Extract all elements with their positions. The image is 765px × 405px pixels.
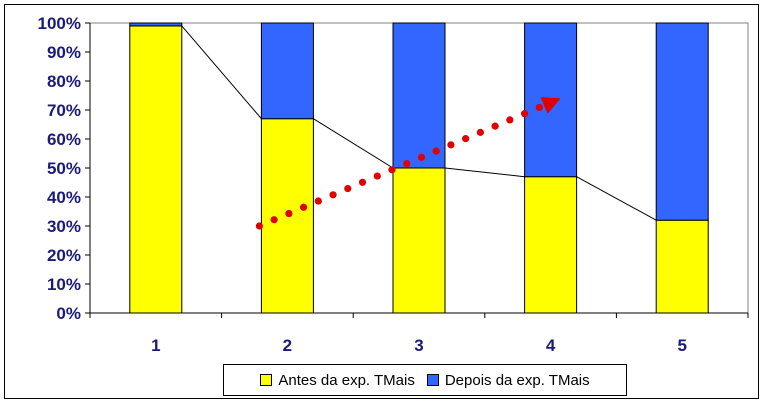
arrow-dot: [358, 178, 367, 186]
bar-depois-2: [260, 22, 314, 120]
arrow-dot: [403, 159, 411, 168]
arrow-dot: [388, 166, 396, 174]
arrow-dot: [462, 135, 470, 143]
trend-segment-1: [181, 25, 262, 120]
y-tick-label: 100%: [38, 14, 81, 33]
arrow-dot: [506, 116, 514, 124]
x-tick-label: 5: [677, 336, 686, 355]
y-tick-label: 30%: [47, 217, 81, 236]
arrow-dot: [432, 147, 440, 155]
arrow-dot: [520, 110, 529, 118]
legend-item-depois: Depois da exp. TMais: [426, 371, 590, 389]
arrow-dot: [535, 103, 543, 112]
legend-swatch-antes: [260, 374, 273, 386]
annotation-arrow-group: [255, 97, 561, 230]
y-tick-label: 90%: [47, 43, 81, 62]
trend-segment-2: [313, 118, 394, 169]
arrow-dot: [476, 128, 484, 136]
legend: Antes da exp. TMais Depois da exp. TMais: [223, 364, 627, 396]
arrow-dot: [314, 197, 322, 205]
bar-depois-1: [129, 22, 183, 27]
x-tick-label: 2: [283, 336, 292, 355]
legend-swatch-depois: [426, 374, 439, 386]
bar-antes-5: [655, 219, 709, 314]
y-tick-label: 40%: [47, 188, 81, 207]
arrow-dot: [285, 209, 293, 218]
bar-depois-5: [655, 22, 709, 221]
arrow-dot: [417, 153, 426, 161]
bar-antes-4: [524, 176, 578, 314]
trend-segment-3: [444, 167, 525, 178]
y-tick-label: 10%: [47, 275, 81, 294]
arrow-dot: [270, 216, 278, 224]
arrow-dot: [255, 222, 263, 230]
arrow-dot: [373, 172, 381, 180]
arrow-dot: [329, 191, 337, 199]
y-tick-label: 20%: [47, 246, 81, 265]
x-tick-label: 1: [151, 336, 160, 355]
y-tick-label: 70%: [47, 101, 81, 120]
y-tick-label: 0%: [56, 304, 81, 323]
y-tick-label: 60%: [47, 130, 81, 149]
x-tick-label: 4: [546, 336, 556, 355]
arrow-dot: [299, 203, 308, 211]
arrow-dot: [344, 184, 352, 193]
arrow-head: [540, 97, 561, 114]
x-tick-label: 3: [414, 336, 423, 355]
bar-antes-3: [392, 167, 446, 314]
legend-label-antes: Antes da exp. TMais: [278, 371, 415, 389]
bar-depois-3: [392, 22, 446, 169]
y-tick-label: 50%: [47, 159, 81, 178]
bar-antes-1: [129, 25, 183, 314]
trend-segment-4: [576, 176, 657, 221]
axes-group: 0% 10% 20% 30% 40% 50% 60% 70% 80% 90% 100% 1 2 3 4 5: [38, 14, 749, 355]
trend-line-group: [181, 25, 657, 221]
legend-item-antes: Antes da exp. TMais: [260, 371, 415, 389]
legend-label-depois: Depois da exp. TMais: [444, 371, 590, 389]
y-tick-label: 80%: [47, 72, 81, 91]
arrow-dot: [491, 122, 499, 130]
arrow-dot: [447, 141, 455, 149]
